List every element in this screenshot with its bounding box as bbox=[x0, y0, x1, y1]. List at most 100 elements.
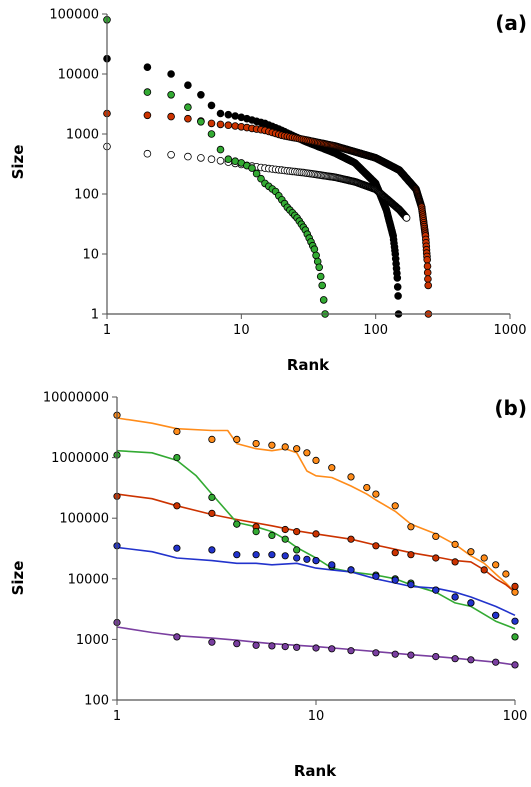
fit-line-series-1 bbox=[116, 417, 516, 593]
data-point bbox=[451, 540, 459, 549]
data-point bbox=[312, 644, 320, 652]
data-point bbox=[393, 274, 402, 282]
data-point bbox=[216, 145, 225, 154]
y-tick-label: 100000 bbox=[49, 8, 99, 23]
data-point bbox=[184, 152, 192, 161]
data-point bbox=[293, 546, 301, 554]
x-axis-label: Rank bbox=[294, 762, 337, 780]
data-point bbox=[315, 263, 324, 272]
x-tick-label: 1 bbox=[113, 709, 121, 724]
data-point bbox=[173, 633, 181, 641]
series-3 bbox=[103, 142, 411, 222]
data-point bbox=[432, 554, 440, 562]
data-point bbox=[173, 544, 181, 552]
data-point bbox=[511, 661, 519, 669]
data-point bbox=[184, 114, 192, 123]
y-tick-label: 1000000 bbox=[51, 451, 109, 466]
data-point bbox=[312, 556, 320, 565]
series-2 bbox=[103, 109, 433, 318]
data-point bbox=[224, 121, 233, 129]
data-point bbox=[316, 272, 325, 281]
data-point bbox=[328, 645, 336, 653]
data-point bbox=[423, 262, 432, 271]
data-point bbox=[347, 647, 355, 655]
data-point bbox=[208, 546, 216, 554]
data-point bbox=[233, 551, 241, 559]
data-point bbox=[347, 473, 355, 481]
data-point bbox=[293, 643, 301, 651]
data-point bbox=[372, 572, 380, 580]
data-point bbox=[207, 119, 216, 128]
data-point bbox=[391, 650, 399, 658]
data-point bbox=[303, 449, 311, 457]
series-2 bbox=[113, 492, 519, 591]
data-point bbox=[451, 655, 459, 663]
data-point bbox=[407, 581, 415, 589]
data-point bbox=[208, 509, 216, 518]
series-1 bbox=[113, 411, 519, 596]
data-point bbox=[407, 551, 415, 559]
fit-line-series-4 bbox=[116, 546, 516, 617]
data-point bbox=[391, 576, 399, 584]
data-point bbox=[293, 445, 301, 453]
data-point bbox=[492, 658, 500, 666]
y-tick-label: 100000 bbox=[59, 512, 109, 527]
data-point bbox=[268, 551, 276, 559]
data-point bbox=[402, 214, 411, 222]
data-point bbox=[143, 63, 152, 71]
y-tick-label: 1 bbox=[91, 308, 99, 323]
x-tick-label: 100 bbox=[363, 323, 388, 338]
data-point bbox=[407, 523, 415, 531]
y-tick-label: 100 bbox=[74, 188, 99, 203]
data-point bbox=[281, 443, 289, 451]
data-point bbox=[423, 255, 432, 264]
panel-label-a: (a) bbox=[495, 11, 527, 35]
data-point bbox=[303, 555, 311, 563]
data-point bbox=[312, 456, 320, 464]
data-point bbox=[184, 81, 192, 89]
data-point bbox=[248, 164, 256, 172]
data-point bbox=[319, 296, 328, 304]
data-point bbox=[312, 530, 320, 538]
data-point bbox=[173, 502, 181, 510]
data-point bbox=[480, 566, 488, 574]
y-axis-label: Size bbox=[9, 561, 27, 596]
panel-b: 100 1000 10000 100000 1000000 10000000 1 10 100 … bbox=[9, 391, 527, 781]
data-point bbox=[268, 531, 276, 540]
x-tick-label: 10 bbox=[233, 323, 250, 338]
data-point bbox=[328, 561, 336, 569]
data-points bbox=[103, 15, 433, 318]
data-point bbox=[293, 527, 301, 536]
data-point bbox=[391, 549, 399, 557]
data-point bbox=[231, 122, 240, 130]
data-point bbox=[173, 427, 181, 436]
y-tick-label: 1000 bbox=[76, 633, 109, 648]
panel-label-b: (b) bbox=[494, 396, 527, 420]
data-point bbox=[207, 101, 216, 110]
data-point bbox=[393, 283, 402, 291]
data-point bbox=[511, 617, 519, 625]
y-tick-label: 1000 bbox=[66, 128, 99, 143]
data-point bbox=[197, 118, 205, 126]
x-tick-label: 1000 bbox=[493, 323, 526, 338]
data-point bbox=[216, 120, 225, 129]
data-point bbox=[281, 552, 289, 560]
data-point bbox=[208, 493, 216, 501]
data-point bbox=[467, 548, 475, 556]
data-point bbox=[143, 111, 152, 120]
y-tick-label: 10000 bbox=[68, 572, 109, 587]
data-point bbox=[281, 642, 289, 651]
y-tick-label: 10 bbox=[82, 248, 99, 263]
data-point bbox=[511, 633, 519, 641]
data-point bbox=[281, 525, 289, 534]
data-point bbox=[451, 558, 459, 566]
data-point bbox=[268, 441, 276, 449]
data-point bbox=[432, 532, 440, 541]
data-point bbox=[423, 268, 432, 277]
data-point bbox=[424, 281, 433, 290]
data-point bbox=[391, 502, 399, 510]
data-point bbox=[167, 112, 175, 121]
data-point bbox=[318, 281, 327, 290]
data-point bbox=[233, 640, 241, 648]
data-point bbox=[268, 642, 276, 650]
